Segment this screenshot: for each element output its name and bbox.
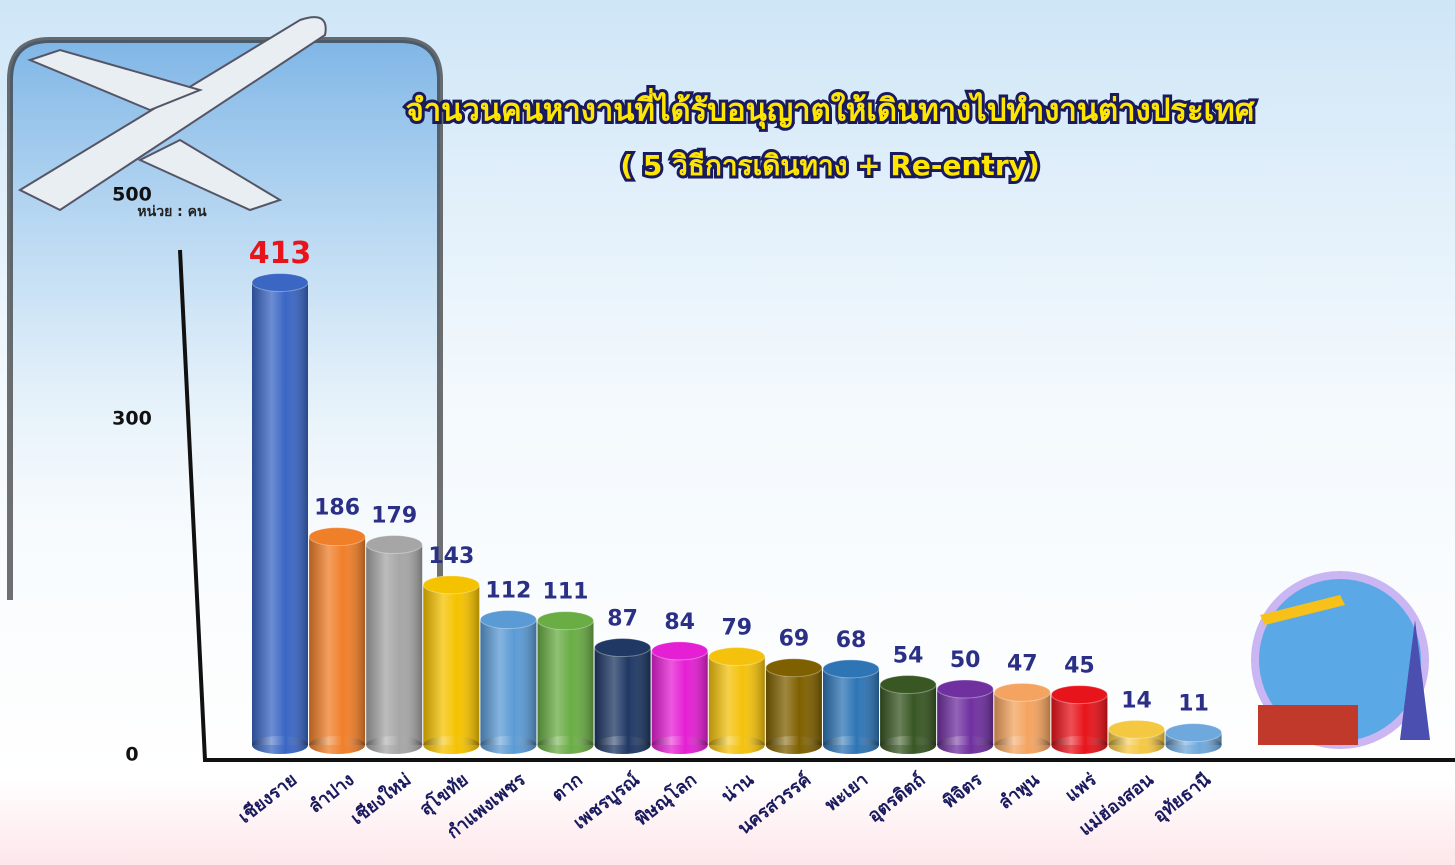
bar-top (993, 682, 1051, 702)
chart-title: จำนวนคนหางานที่ได้รับอนุญาตให้เดินทางไปท… (406, 88, 1256, 130)
chart-subtitle: ( 5 วิธีการเดินทาง + Re-entry) (620, 149, 1039, 182)
value-label: 413 (249, 236, 312, 271)
bar-base-shade (1051, 736, 1108, 754)
bar-shade (651, 650, 708, 745)
bar-base-shade (880, 736, 937, 754)
value-label: 79 (721, 616, 752, 641)
bar-base-shade (480, 736, 537, 754)
bar-top (1165, 723, 1223, 743)
bar-top (308, 527, 366, 547)
value-label: 68 (836, 628, 867, 653)
bar-top (822, 659, 880, 679)
bar-base-shade (252, 736, 308, 754)
bar-shade (880, 684, 937, 745)
bar-base-shade (937, 736, 994, 754)
bar-base-shade (765, 736, 822, 754)
bar-shade (708, 656, 765, 745)
bar-top (1108, 719, 1165, 739)
value-label: 186 (314, 496, 360, 521)
bar-shade (423, 584, 480, 745)
bar-top (537, 611, 594, 631)
bar-shade (252, 282, 308, 745)
value-label: 11 (1178, 692, 1209, 717)
y-axis-label: หน่วย : คน (137, 204, 207, 220)
bar-top (594, 638, 652, 658)
bar-base-shade (1108, 736, 1165, 754)
bar-shade (309, 536, 366, 745)
airplane (17, 16, 327, 212)
bar-shade (366, 544, 423, 745)
bar-base-shade (423, 736, 480, 754)
value-label: 112 (485, 579, 531, 604)
value-label: 50 (950, 648, 981, 673)
bar-base-shade (366, 736, 423, 754)
bar-shade (537, 620, 594, 745)
bar-top (251, 272, 309, 292)
bar-base-shade (823, 736, 879, 754)
bar-base-shade (994, 736, 1051, 754)
y-tick-label: 0 (125, 744, 138, 766)
value-label: 54 (893, 644, 924, 669)
bar-top (365, 535, 423, 555)
value-label: 84 (664, 610, 695, 635)
bar-base-shade (309, 736, 366, 754)
bar-base-shade (651, 736, 708, 754)
bar-shade (937, 689, 994, 745)
value-label: 45 (1064, 654, 1095, 679)
value-label: 69 (779, 627, 810, 652)
value-label: 47 (1007, 651, 1038, 676)
value-label: 111 (543, 580, 589, 605)
value-label: 87 (607, 607, 638, 632)
bar-top (936, 679, 994, 699)
value-label: 143 (428, 544, 474, 569)
bar-base-shade (708, 736, 765, 754)
axis-line (178, 249, 1455, 762)
value-label: 14 (1121, 688, 1152, 713)
bar-shade (765, 667, 822, 745)
bar-top (651, 641, 709, 661)
globe-icon (1251, 571, 1430, 749)
bar-top (708, 647, 766, 667)
bar-top (765, 658, 823, 678)
bar-base-shade (594, 736, 651, 754)
phone-frame (7, 37, 443, 600)
bar-top (422, 575, 480, 595)
y-tick-label: 500 (112, 184, 152, 206)
bar-top (879, 675, 937, 695)
bar-shade (480, 619, 537, 745)
bar-base-shade (537, 736, 594, 754)
bar-base-shade (1165, 736, 1222, 754)
bar-top (1050, 685, 1108, 705)
bar-shade (823, 668, 879, 745)
bar-shade (594, 647, 651, 745)
y-tick-label: 300 (112, 408, 152, 430)
bar-top (479, 610, 537, 630)
value-label: 179 (371, 504, 417, 529)
